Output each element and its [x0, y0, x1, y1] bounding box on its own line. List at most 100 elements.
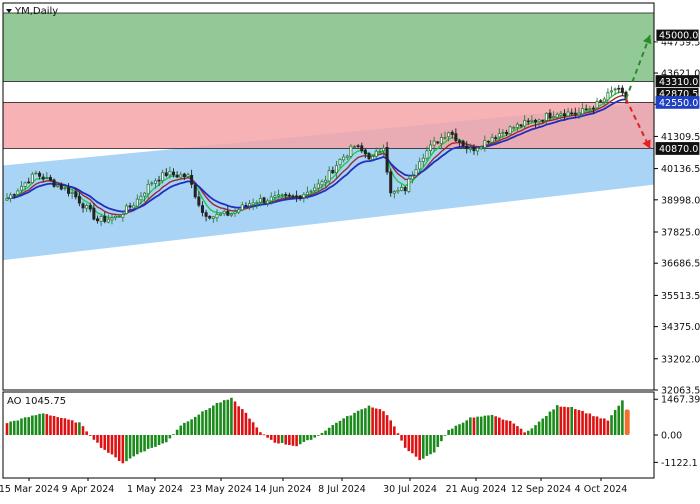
- candle-body: [320, 181, 324, 186]
- price-label-group: 40870.0: [655, 142, 700, 155]
- candle-body: [211, 216, 215, 219]
- candle-body: [414, 169, 418, 176]
- candle-body: [48, 176, 52, 181]
- ao-bar: [161, 435, 164, 444]
- ao-bar: [259, 432, 262, 435]
- stop-zone: [3, 102, 654, 149]
- candle-body: [342, 156, 346, 161]
- ao-bar: [443, 435, 447, 436]
- bullish-arrow-head: [642, 35, 652, 45]
- candle-body: [190, 175, 194, 185]
- ao-bar: [31, 415, 34, 435]
- candle-body: [385, 147, 389, 173]
- ao-bar: [469, 417, 472, 435]
- ao-bar: [617, 405, 621, 435]
- candle-body: [476, 147, 480, 152]
- ao-bar: [215, 402, 219, 435]
- ao-bar: [132, 435, 135, 457]
- ao-bar: [356, 410, 360, 435]
- candle-body: [30, 173, 34, 184]
- candle-body: [599, 100, 603, 102]
- ao-bar: [212, 405, 215, 435]
- ao-bar: [338, 420, 342, 435]
- candle-body: [12, 194, 16, 196]
- candle-body: [161, 172, 165, 182]
- candle-body: [200, 205, 204, 213]
- ao-bar: [251, 422, 255, 435]
- ao-bar: [490, 414, 494, 435]
- ao-bar: [610, 415, 613, 435]
- ao-bar: [411, 435, 414, 454]
- moving-average-line: [6, 91, 627, 219]
- candle-body: [45, 177, 49, 179]
- y-tick-label: 36686.5: [661, 259, 700, 270]
- candle-body: [175, 174, 179, 178]
- ao-bar: [418, 435, 421, 461]
- dropdown-arrow-icon[interactable]: [6, 9, 12, 13]
- ao-bar: [367, 405, 371, 435]
- candle-body: [9, 194, 13, 199]
- candle-body: [219, 213, 223, 216]
- ao-bar: [313, 435, 316, 438]
- candle-body: [287, 194, 291, 197]
- candle-body: [421, 157, 425, 162]
- ao-bar: [374, 408, 378, 435]
- ao-bar: [266, 435, 269, 438]
- ao-bar: [501, 419, 505, 435]
- candle-body: [345, 155, 349, 158]
- candle-body: [139, 195, 143, 201]
- ao-bar: [534, 425, 537, 435]
- candle-body: [67, 187, 71, 194]
- ao-bar: [262, 434, 266, 436]
- candle-body: [316, 183, 320, 189]
- candle-body: [570, 112, 574, 115]
- candle-body: [19, 186, 23, 191]
- y-tick-label: 33202.0: [661, 354, 700, 365]
- ao-bar: [70, 420, 74, 435]
- candle-body: [363, 149, 367, 155]
- candle-body: [454, 133, 458, 142]
- candle-body: [418, 161, 422, 170]
- candle-body: [150, 182, 154, 185]
- ao-bar: [99, 435, 103, 448]
- price-label-box: [655, 28, 700, 42]
- ao-bar: [52, 416, 56, 435]
- ao-bar: [465, 420, 469, 435]
- ao-bar: [237, 406, 240, 435]
- candle-body: [436, 141, 440, 144]
- candle-body: [244, 205, 248, 207]
- ao-bar: [208, 408, 212, 435]
- ao-bar: [483, 415, 487, 435]
- candle-body: [103, 215, 107, 222]
- ao-bar: [273, 435, 277, 443]
- ao-bar: [85, 431, 88, 435]
- ao-bar: [5, 423, 9, 435]
- ao-bar: [114, 435, 117, 458]
- ao-bar: [530, 428, 534, 435]
- ao-bar: [38, 413, 41, 435]
- ao-bar: [566, 407, 570, 435]
- price-label: 45000.0: [659, 31, 698, 42]
- candle-body: [591, 107, 595, 110]
- candle-body: [146, 183, 150, 195]
- ao-bar: [146, 435, 150, 449]
- ao-bar: [574, 409, 577, 435]
- candle-body: [298, 195, 302, 199]
- ao-bar: [56, 417, 59, 435]
- ao-bar: [552, 409, 555, 435]
- candle-body: [465, 145, 469, 150]
- candle-body: [182, 173, 186, 178]
- ao-bar: [584, 413, 588, 435]
- ao-bar: [255, 427, 259, 435]
- ao-bar: [396, 433, 400, 435]
- chart-title[interactable]: YM,Daily: [14, 6, 58, 17]
- ao-bar: [96, 435, 99, 443]
- candle-body: [555, 113, 559, 118]
- candle-body: [302, 193, 306, 198]
- ao-bar: [107, 435, 110, 453]
- candle-body: [157, 179, 161, 182]
- price-label-group: 42550.0: [655, 96, 700, 109]
- candle-body: [360, 145, 364, 151]
- ao-bar: [403, 435, 407, 448]
- candle-body: [439, 137, 443, 145]
